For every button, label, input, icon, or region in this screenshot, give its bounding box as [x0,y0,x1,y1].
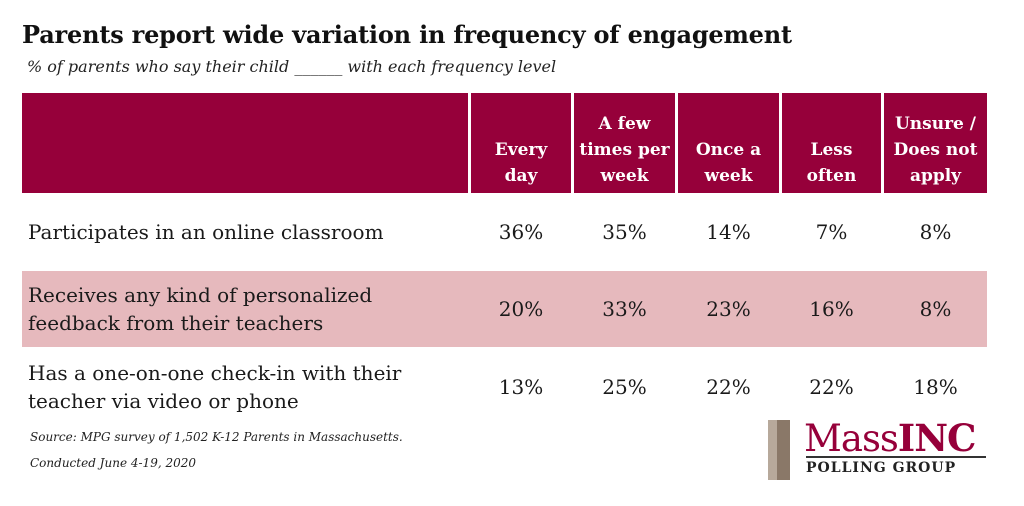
data-label: 8% [919,297,952,321]
data-label: 33% [602,297,647,321]
column-header: Once a week [678,93,779,193]
column-header: A few times per week [574,93,675,193]
row-label: Participates in an online classroom [28,220,384,244]
data-label: 13% [498,375,544,399]
table-row: Has a one-on-one check-in with their tea… [22,347,987,427]
source-date: Conducted June 4-19, 2020 [30,456,196,470]
table-row: Participates in an online classroom 36% … [22,193,987,271]
row-label: Receives any kind of personalized feedba… [28,283,373,335]
column-header-line: times per [579,140,670,160]
chart-title: Parents report wide variation in frequen… [22,20,792,49]
data-label: 36% [498,220,544,244]
column-header-line: day [504,166,538,186]
column-header-line: Unsure / [894,114,976,134]
massinc-logo: THE MassINC POLLING GROUP [768,416,990,486]
column-header-line: apply [909,166,962,186]
data-label: 22% [809,375,854,399]
column-header-line: A few [598,114,651,134]
logo-polling-group: POLLING GROUP [806,460,957,476]
column-header-line: week [600,166,649,186]
column-header-line: Every [494,140,548,160]
logo-divider [806,456,986,458]
column-header-line: often [806,166,857,186]
chart-subtitle: % of parents who say their child ______ … [27,57,557,76]
data-label: 18% [913,375,958,399]
logo-bar-dark [777,420,790,480]
table-header: Every day A few times per week Once a week L… [22,93,987,193]
column-header-line: week [704,166,753,186]
column-header: Less often [782,93,881,193]
data-label: 23% [706,297,751,321]
column-header: Every day [471,93,571,193]
data-label: 16% [809,297,854,321]
data-label: 8% [919,220,952,244]
logo-wordmark: MassINC [804,416,976,460]
column-header-line: Does not [893,140,978,160]
logo-bar-light [768,420,777,480]
data-label: 20% [498,297,544,321]
column-header-line: Less [810,140,853,160]
source-note: Source: MPG survey of 1,502 K-12 Parents… [30,430,403,444]
column-header: Unsure / Does not apply [884,93,987,193]
data-label: 35% [602,220,647,244]
data-label: 22% [706,375,751,399]
column-header-line: Once a [695,140,762,160]
data-label: 14% [706,220,751,244]
data-label: 25% [602,375,647,399]
table-row: Receives any kind of personalized feedba… [22,271,987,347]
row-label: Has a one-on-one check-in with their tea… [28,361,402,413]
frequency-table: Every day A few times per week Once a week L… [22,93,987,427]
logo-the-text: THE [783,422,791,436]
data-label: 7% [815,220,848,244]
header-label-cell [22,93,468,193]
